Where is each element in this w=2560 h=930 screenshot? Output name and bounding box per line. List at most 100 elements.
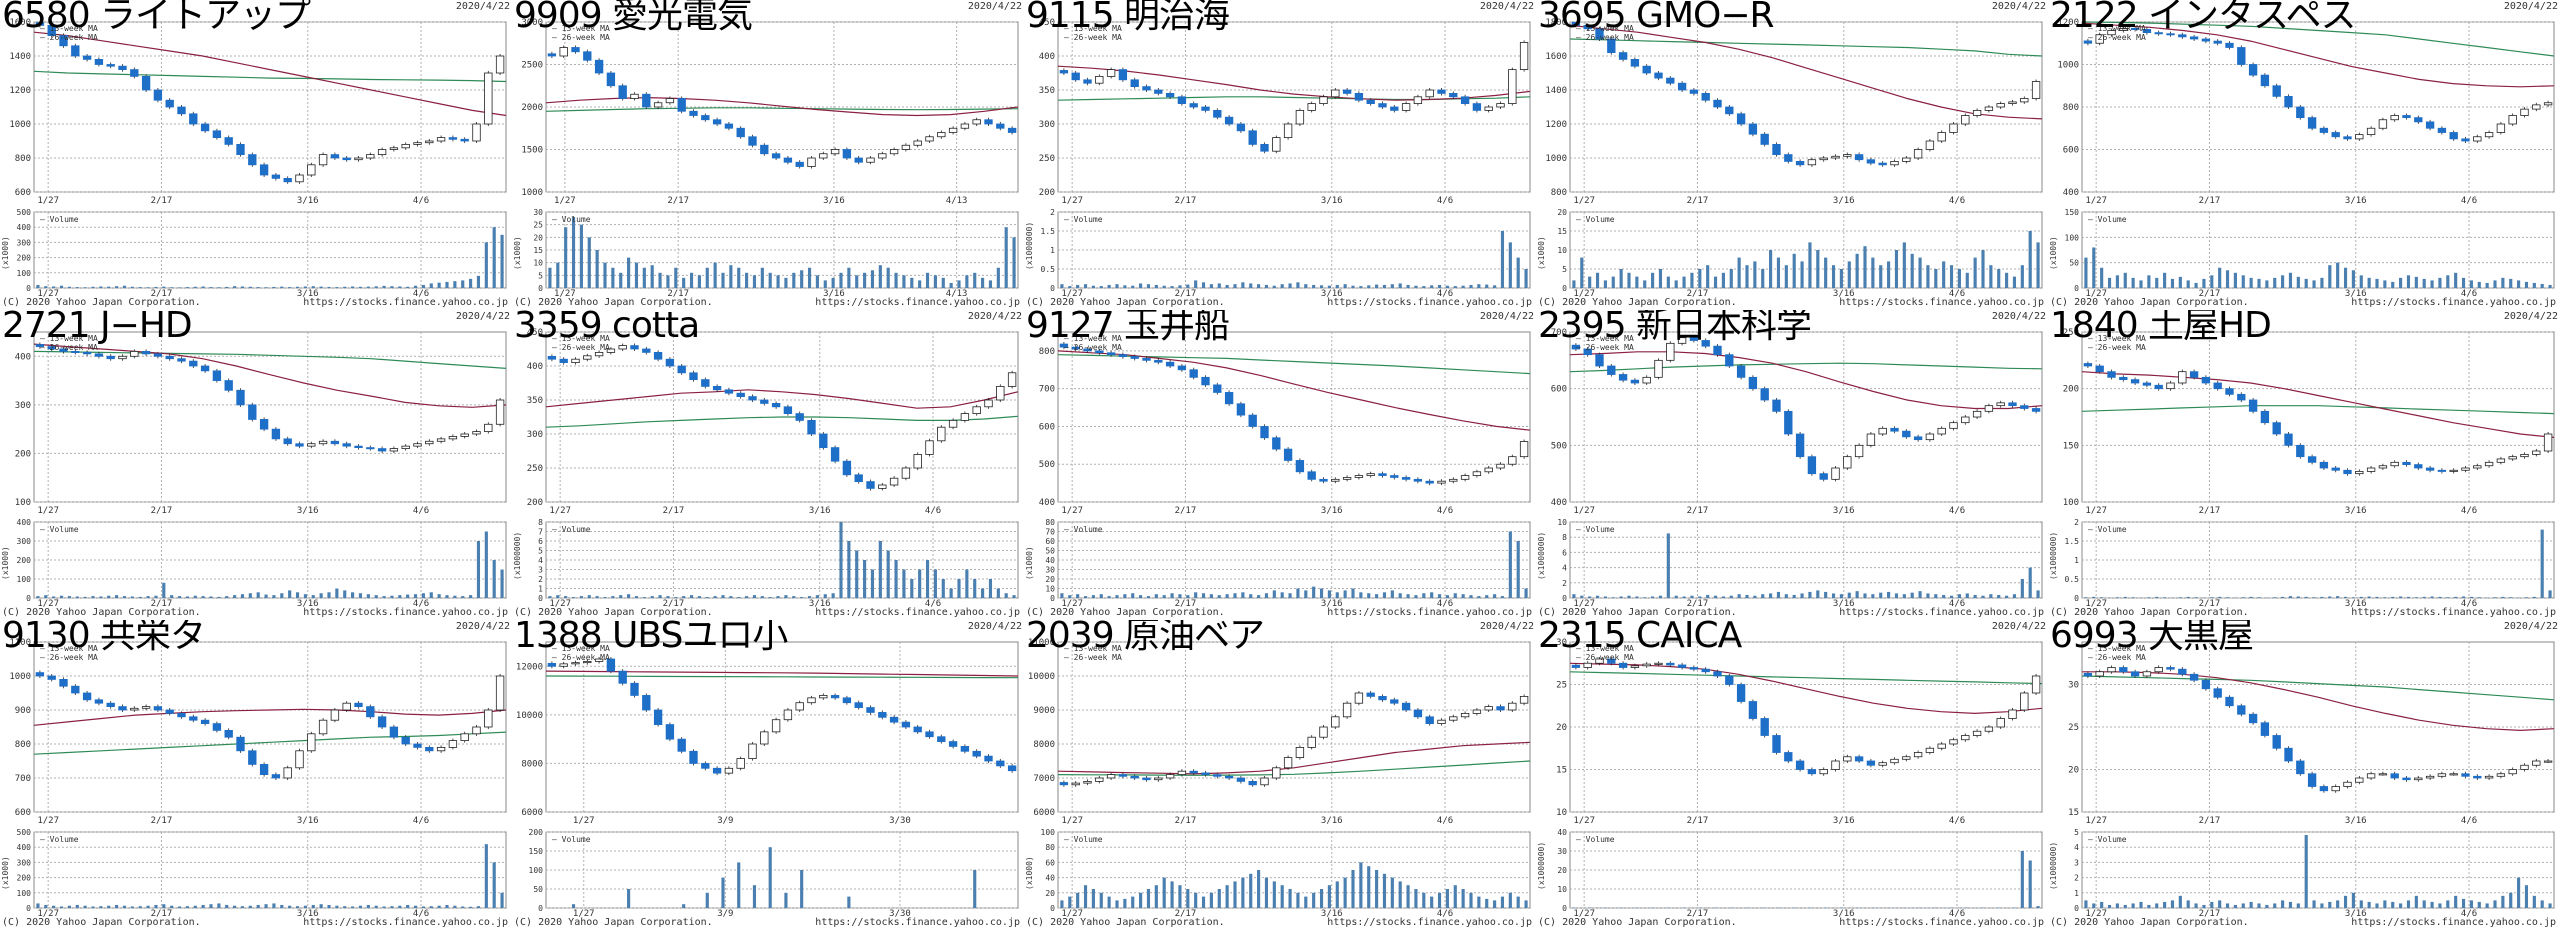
volume-bar	[413, 285, 418, 288]
volume-bar	[256, 904, 260, 908]
y-tick-label: 9000	[1033, 706, 1055, 716]
candle-body	[630, 93, 639, 99]
volume-bar	[1477, 284, 1481, 288]
volume-bar	[603, 597, 607, 598]
volume-bar	[358, 593, 363, 598]
volume-bar	[1989, 265, 1993, 288]
volume-unit-label: (x1000000)	[1025, 222, 1034, 270]
candle-body	[82, 352, 92, 355]
candle-body	[689, 110, 698, 116]
candle-body	[1295, 110, 1305, 125]
volume-bar	[1099, 892, 1103, 908]
candle-body	[2119, 667, 2128, 673]
volume-bar	[2461, 898, 2466, 908]
candle-body	[1472, 103, 1482, 111]
candle-body	[1059, 782, 1069, 786]
volume-bar	[327, 286, 331, 288]
candle-body	[1460, 713, 1470, 718]
volume-bar	[1910, 592, 1914, 598]
volume-bar	[658, 595, 662, 598]
candle-body	[2378, 465, 2388, 469]
volume-bar	[2454, 272, 2458, 288]
volume-tick-label: 50	[2069, 259, 2079, 268]
volume-tick-label: 30	[1045, 566, 1055, 575]
candle-body	[1425, 716, 1434, 725]
y-tick-label: 10000	[1028, 672, 1055, 682]
volume-bar	[1784, 265, 1788, 288]
candle-body	[248, 750, 257, 765]
x-tick-label-volume: 4/6	[1949, 599, 1965, 609]
y-tick-label: 800	[15, 740, 31, 750]
volume-bar	[863, 272, 867, 288]
y-tick-label: 500	[1039, 460, 1055, 470]
volume-bar	[713, 596, 717, 598]
ma26-line	[2081, 21, 2555, 57]
copyright-text: (C) 2020 Yahoo Japan Corporation.	[2050, 917, 2249, 928]
x-tick-label: 2/17	[1687, 506, 1709, 516]
candle-body	[47, 675, 56, 680]
volume-tick-label: 0	[1050, 594, 1055, 603]
volume-bar	[2336, 900, 2340, 908]
candle-body	[366, 706, 375, 718]
volume-bar	[1296, 892, 1300, 908]
x-tick-label: 3/16	[1321, 506, 1343, 516]
x-tick-label: 1/27	[1573, 196, 1595, 206]
volume-bar	[1595, 595, 1600, 598]
candle-body	[913, 140, 922, 146]
x-tick-label-volume: 1/27	[2085, 289, 2107, 299]
y-tick-label: 600	[2063, 146, 2079, 156]
candle-body	[330, 154, 340, 159]
candle-body	[71, 685, 80, 694]
candle-body	[2213, 688, 2222, 698]
volume-bar	[1997, 269, 2001, 288]
volume-bar	[1422, 593, 1426, 598]
volume-bar	[1469, 595, 1473, 598]
volume-unit-label: (x1000)	[2049, 236, 2058, 270]
x-tick-label-volume: 2/17	[1687, 909, 1709, 919]
x-tick-label-volume: 3/16	[297, 599, 319, 609]
volume-bar	[1469, 892, 1473, 908]
x-tick-label-volume: 3/30	[889, 909, 911, 919]
candle-body	[1736, 113, 1746, 125]
candle-body	[271, 774, 281, 779]
volume-bar	[2288, 901, 2293, 908]
volume-bar	[484, 531, 488, 598]
candle-body	[712, 386, 722, 391]
candle-body	[1890, 758, 1899, 764]
volume-bar	[2469, 280, 2473, 288]
volume-bar	[2477, 597, 2481, 598]
candle-body	[1130, 356, 1139, 359]
candle-body	[2142, 382, 2152, 386]
volume-bar	[1335, 592, 1339, 598]
volume-bar	[587, 237, 591, 288]
volume-bar	[2501, 596, 2505, 598]
candle-body	[2008, 709, 2017, 719]
volume-bar	[374, 595, 378, 598]
volume-bar	[988, 280, 993, 288]
volume-bar	[1422, 286, 1426, 288]
candle-body	[495, 675, 505, 711]
volume-bar	[343, 590, 347, 598]
volume-bar	[52, 905, 56, 908]
y-tick-label: 2500	[521, 61, 543, 71]
candle-body	[1854, 154, 1864, 161]
candle-body	[642, 348, 651, 353]
candle-body	[130, 351, 139, 357]
candle-body	[259, 419, 269, 430]
volume-bar	[1390, 877, 1394, 908]
ma26-legend: — 26-week MA	[1576, 343, 1634, 352]
candle-body	[2284, 95, 2293, 108]
chart-date: 2020/4/22	[2503, 1, 2558, 12]
chart-panel: 200 250 300 350 400 450 0 0.5 1 1.5 2 (x1000000) 1/2…	[1024, 0, 1536, 310]
volume-bar	[1934, 269, 1938, 288]
candle-body	[35, 672, 45, 677]
volume-unit-label: (x1000)	[513, 236, 522, 270]
y-tick-label: 150	[2063, 441, 2079, 451]
candle-body	[2402, 115, 2411, 119]
volume-bar	[1083, 284, 1088, 288]
x-tick-label-volume: 4/6	[2461, 909, 2477, 919]
volume-bar	[413, 594, 418, 598]
volume-bar	[75, 596, 79, 598]
volume-bar	[1887, 591, 1891, 598]
volume-bar	[2509, 597, 2513, 598]
